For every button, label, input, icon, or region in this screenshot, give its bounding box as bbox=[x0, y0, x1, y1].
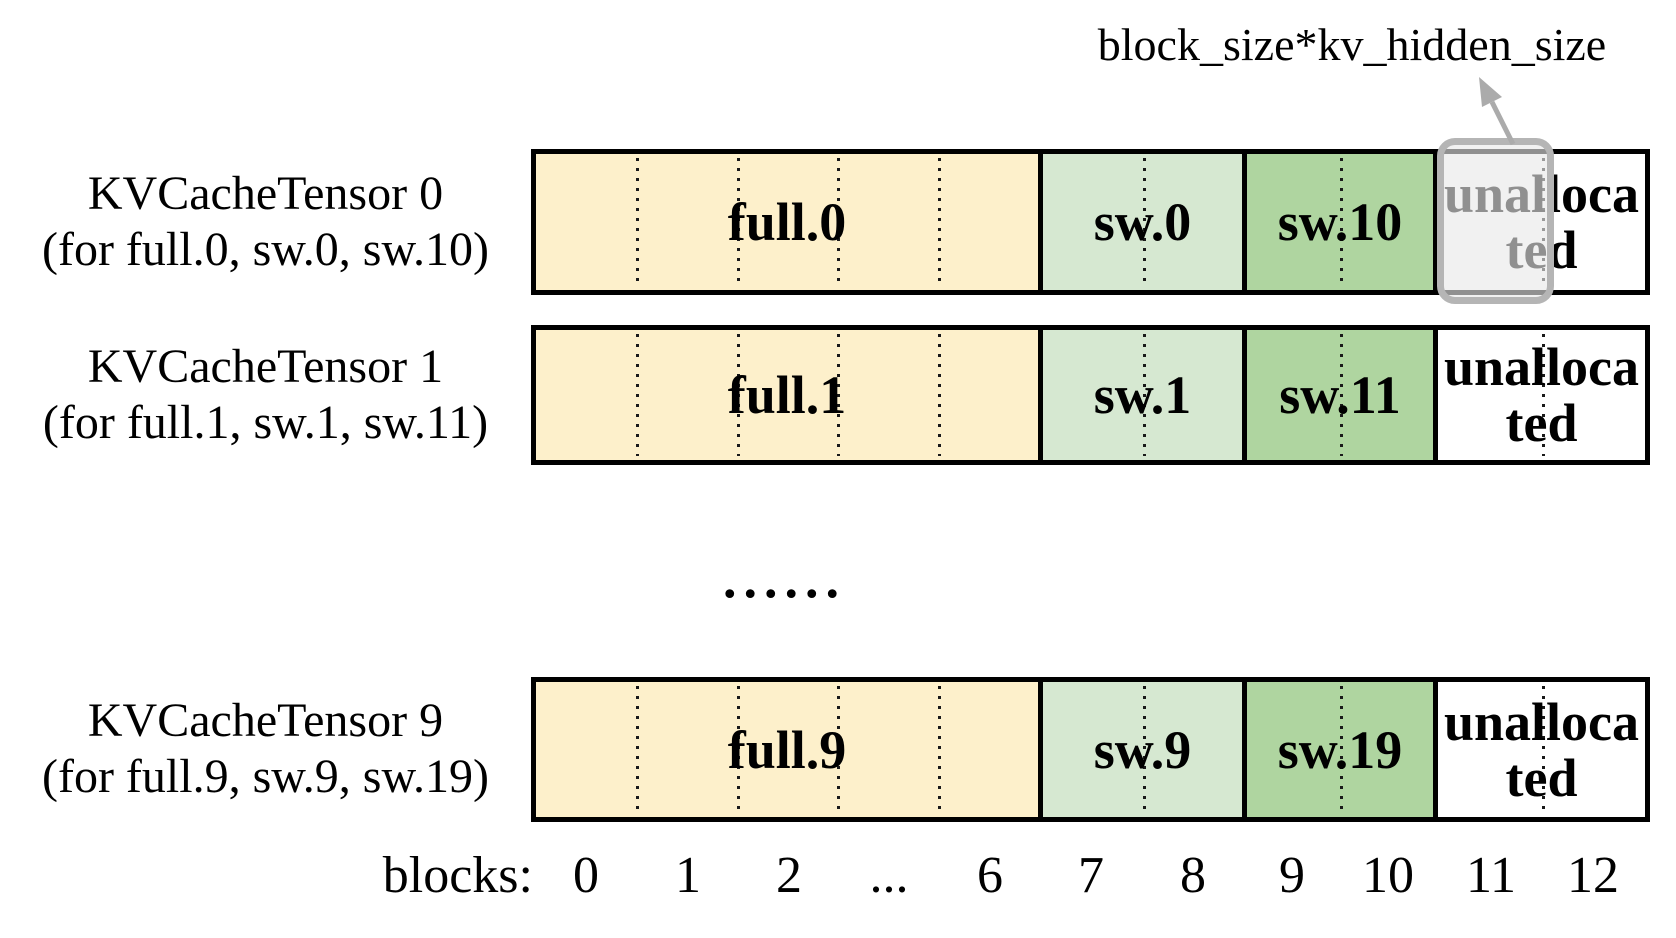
sw-section-label: sw.1 bbox=[1093, 365, 1192, 425]
block-divider-dotted bbox=[937, 158, 941, 286]
rows-ellipsis: ...... bbox=[723, 549, 846, 609]
tensor-9-sw2-section: sw.19 bbox=[1247, 682, 1433, 817]
axis-tick-2: 2 bbox=[776, 847, 802, 904]
tensor-1-label: KVCacheTensor 1 (for full.1, sw.1, sw.11… bbox=[0, 339, 531, 451]
block-divider-dotted bbox=[736, 686, 740, 813]
block-divider-dotted bbox=[636, 158, 640, 286]
block-divider-dotted bbox=[1340, 158, 1343, 286]
tensor-0-name: KVCacheTensor 0 bbox=[87, 167, 444, 220]
axis-tick-10: 10 bbox=[1362, 847, 1414, 904]
section-divider bbox=[1433, 154, 1438, 290]
axis-tick-11: 11 bbox=[1465, 847, 1517, 904]
axis-tick-8: 8 bbox=[1180, 847, 1206, 904]
block-divider-dotted bbox=[837, 686, 841, 813]
sw2-section-label: sw.10 bbox=[1277, 192, 1403, 252]
sw-section-label: sw.0 bbox=[1093, 192, 1192, 252]
sw2-section-label: sw.19 bbox=[1277, 719, 1403, 780]
block-divider-dotted bbox=[636, 334, 640, 456]
tensor-9-sw-section: sw.9 bbox=[1043, 682, 1242, 817]
tensor-0-label: KVCacheTensor 0 (for full.0, sw.0, sw.10… bbox=[0, 166, 531, 278]
tensor-1-bar: full.1 sw.1 sw.11 unalloca ted bbox=[531, 325, 1650, 465]
unallocated-section-label: unalloca ted bbox=[1444, 339, 1639, 451]
section-divider bbox=[1242, 154, 1247, 290]
block-divider-dotted bbox=[636, 686, 640, 813]
section-divider bbox=[1242, 330, 1247, 460]
tensor-9-unallocated-section: unalloca ted bbox=[1438, 682, 1645, 817]
unallocated-section-label: unalloca ted bbox=[1444, 694, 1639, 806]
axis-tick-6: 6 bbox=[977, 847, 1003, 904]
unallocated-line-1: unalloca bbox=[1443, 691, 1640, 752]
tensor-0-sw2-section: sw.10 bbox=[1247, 154, 1433, 290]
tensor-9-full-section: full.9 bbox=[536, 682, 1038, 817]
block-divider-dotted bbox=[1541, 334, 1545, 456]
tensor-9-contents: (for full.9, sw.9, sw.19) bbox=[41, 750, 490, 803]
block-divider-dotted bbox=[937, 686, 941, 813]
tensor-1-unallocated-section: unalloca ted bbox=[1438, 330, 1645, 460]
tensor-0-full-section: full.0 bbox=[536, 154, 1038, 290]
block-divider-dotted bbox=[1142, 158, 1146, 286]
full-section-label: full.9 bbox=[727, 719, 847, 780]
section-divider bbox=[1433, 330, 1438, 460]
block-divider-dotted bbox=[837, 158, 841, 286]
tensor-1-contents: (for full.1, sw.1, sw.11) bbox=[42, 396, 489, 449]
block-divider-dotted bbox=[837, 334, 841, 456]
section-divider bbox=[1038, 330, 1043, 460]
blocks-axis-label: blocks: bbox=[382, 847, 533, 904]
axis-tick-7: 7 bbox=[1078, 847, 1104, 904]
section-divider bbox=[1038, 682, 1043, 817]
tensor-0-contents: (for full.0, sw.0, sw.10) bbox=[41, 223, 490, 276]
unallocated-line-1: unalloca bbox=[1443, 337, 1640, 397]
section-divider bbox=[1242, 682, 1247, 817]
tensor-1-sw2-section: sw.11 bbox=[1247, 330, 1433, 460]
block-divider-dotted bbox=[736, 158, 740, 286]
block-highlight-outline bbox=[1437, 138, 1554, 304]
full-section-label: full.1 bbox=[727, 365, 847, 425]
tensor-1-sw-section: sw.1 bbox=[1043, 330, 1242, 460]
sw-section-label: sw.9 bbox=[1093, 719, 1192, 780]
block-divider-dotted bbox=[736, 334, 740, 456]
tensor-1-name: KVCacheTensor 1 bbox=[87, 340, 444, 393]
block-size-annotation: block_size*kv_hidden_size bbox=[1097, 19, 1607, 70]
block-divider-dotted bbox=[1142, 686, 1146, 813]
tensor-9-label: KVCacheTensor 9 (for full.9, sw.9, sw.19… bbox=[0, 693, 531, 805]
tensor-0-sw-section: sw.0 bbox=[1043, 154, 1242, 290]
tensor-9-bar: full.9 sw.9 sw.19 unalloca ted bbox=[531, 677, 1650, 822]
unallocated-line-2: ted bbox=[1505, 393, 1578, 453]
tensor-9-name: KVCacheTensor 9 bbox=[87, 694, 444, 747]
block-divider-dotted bbox=[1142, 334, 1146, 456]
block-divider-dotted bbox=[1340, 686, 1343, 813]
sw2-section-label: sw.11 bbox=[1279, 365, 1401, 425]
block-divider-dotted bbox=[1340, 334, 1343, 456]
axis-tick-1: 1 bbox=[675, 847, 701, 904]
section-divider bbox=[1433, 682, 1438, 817]
block-divider-dotted bbox=[937, 334, 941, 456]
axis-tick-9: 9 bbox=[1279, 847, 1305, 904]
tensor-1-full-section: full.1 bbox=[536, 330, 1038, 460]
section-divider bbox=[1038, 154, 1043, 290]
full-section-label: full.0 bbox=[727, 192, 847, 252]
axis-tick-12: 12 bbox=[1567, 847, 1619, 904]
unallocated-line-2: ted bbox=[1505, 747, 1578, 808]
block-divider-dotted bbox=[1541, 686, 1545, 813]
axis-tick-0: 0 bbox=[573, 847, 599, 904]
axis-tick-ellipsis: ... bbox=[869, 847, 909, 904]
